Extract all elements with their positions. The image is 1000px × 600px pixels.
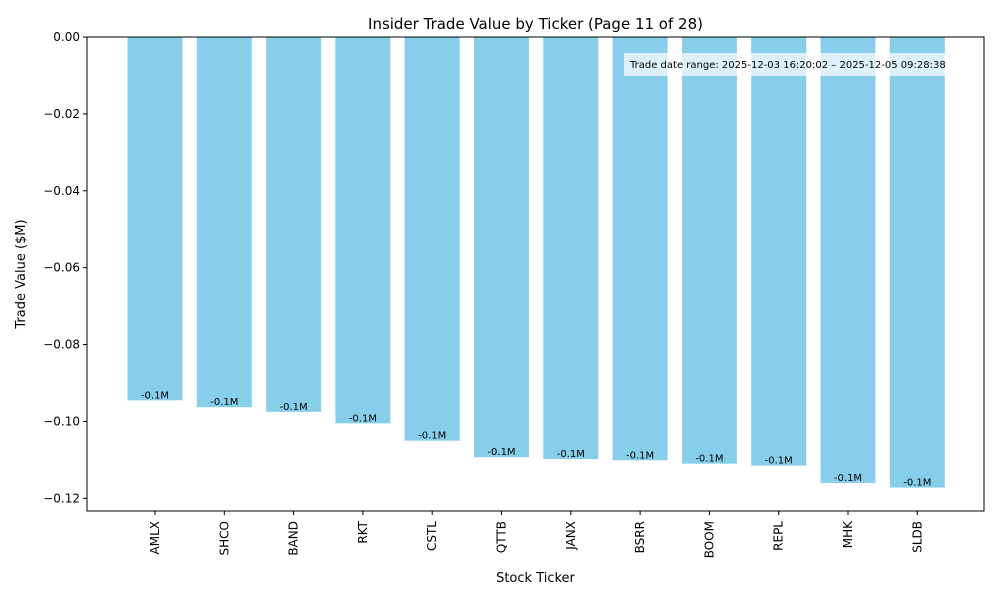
bar-repl	[751, 37, 807, 466]
x-tick-label-cstl: CSTL	[425, 521, 439, 551]
x-axis: AMLX SHCO BAND RKT CSTL QTTB JANX BSRR BOOM REPL M…	[148, 511, 924, 558]
data-label-rkt: -0.1M	[349, 413, 377, 424]
data-label-band: -0.1M	[280, 402, 308, 413]
y-tick-label: 0.00	[53, 30, 80, 44]
bar-band	[266, 37, 322, 412]
x-axis-title: Stock Ticker	[496, 571, 575, 586]
data-label-sldb: -0.1M	[903, 478, 931, 489]
data-label-bsrr: -0.1M	[626, 450, 654, 461]
y-tick-label: −0.06	[43, 261, 80, 275]
y-tick-label: −0.08	[43, 338, 80, 352]
x-tick-label-janx: JANX	[564, 521, 578, 551]
annotation-background	[624, 53, 986, 76]
data-label-shco: -0.1M	[210, 397, 238, 408]
bar-amlx	[127, 37, 183, 401]
x-tick-label-boom: BOOM	[702, 521, 716, 558]
y-tick-label: −0.12	[43, 491, 80, 505]
bar-rkt	[335, 37, 391, 424]
bar-qttb	[474, 37, 529, 458]
bar-cstl	[404, 37, 460, 441]
annotation-text: Trade date range: 2025-12-03 16:20:02 – …	[629, 60, 946, 71]
plot-frame	[86, 36, 985, 512]
data-label-amlx: -0.1M	[141, 390, 169, 401]
y-tick-label: −0.02	[43, 107, 80, 121]
bar-janx	[543, 37, 599, 460]
y-axis-title: Trade Value ($M)	[14, 219, 29, 329]
x-tick-label-mhk: MHK	[841, 520, 855, 548]
y-axis: 0.00 −0.02 −0.04 −0.06 −0.08 −0.10 −0.12	[43, 30, 87, 505]
x-tick-label-qttb: QTTB	[495, 521, 509, 553]
x-tick-label-amlx: AMLX	[148, 521, 162, 554]
data-labels-group: -0.1M -0.1M -0.1M -0.1M -0.1M -0.1M -0.1M -0.1M…	[141, 390, 931, 488]
bar-mhk	[820, 37, 876, 483]
chart-title: Insider Trade Value by Ticker (Page 11 o…	[368, 15, 703, 33]
data-label-mhk: -0.1M	[834, 473, 862, 484]
data-label-boom: -0.1M	[695, 454, 723, 465]
bar-boom	[681, 37, 737, 464]
bars-group	[127, 37, 945, 488]
data-label-repl: -0.1M	[765, 456, 793, 467]
x-tick-label-shco: SHCO	[217, 521, 231, 555]
x-tick-label-bsrr: BSRR	[633, 521, 647, 553]
x-tick-label-rkt: RKT	[356, 520, 370, 543]
data-label-cstl: -0.1M	[418, 431, 446, 442]
bar-sldb	[889, 37, 945, 488]
bar-bsrr	[612, 37, 668, 461]
data-label-janx: -0.1M	[557, 449, 585, 460]
x-tick-label-repl: REPL	[772, 521, 786, 551]
annotation-box: Trade date range: 2025-12-03 16:20:02 – …	[624, 53, 986, 76]
bar-shco	[196, 37, 252, 408]
data-label-qttb: -0.1M	[487, 447, 515, 458]
x-tick-label-band: BAND	[287, 521, 301, 556]
y-tick-label: −0.04	[43, 184, 80, 198]
x-tick-label-sldb: SLDB	[910, 521, 924, 553]
y-tick-label: −0.10	[43, 414, 80, 428]
